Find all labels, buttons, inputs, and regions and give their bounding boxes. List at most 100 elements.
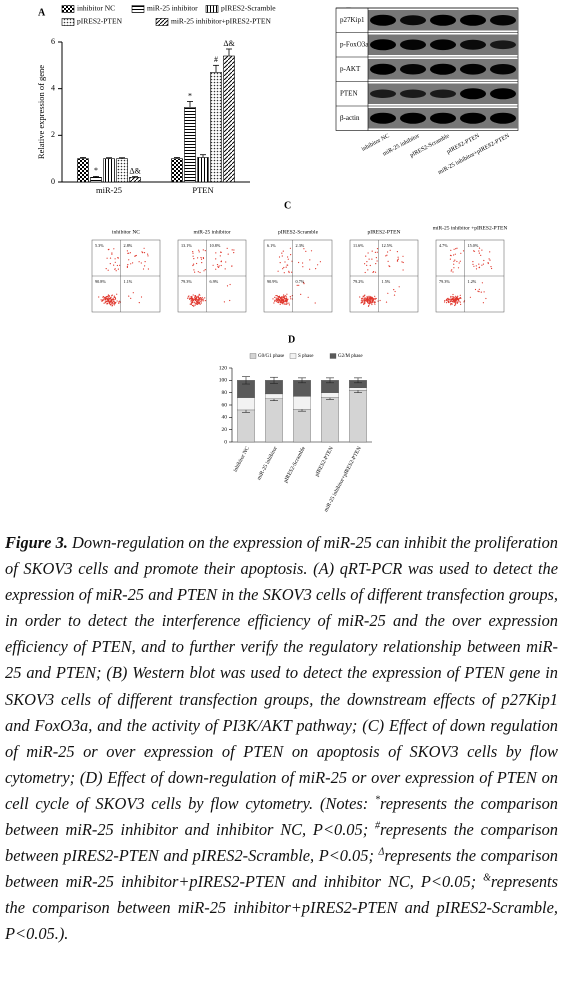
note-text: represents the comparison between miR-25… bbox=[5, 793, 559, 840]
event-dot bbox=[126, 266, 128, 268]
event-dot bbox=[452, 271, 454, 273]
event-dot bbox=[233, 252, 235, 254]
legend-swatch bbox=[329, 353, 337, 359]
quadrant-percent: 6.1% bbox=[267, 243, 276, 248]
event-dot bbox=[106, 297, 108, 299]
event-dot bbox=[189, 298, 191, 300]
quadrant-percent: 2.3% bbox=[296, 243, 305, 248]
event-dot bbox=[474, 288, 477, 291]
y-tick-label: 100 bbox=[219, 378, 228, 384]
event-dot bbox=[190, 297, 192, 300]
event-dot bbox=[200, 300, 202, 302]
event-dot bbox=[231, 249, 233, 251]
event-dot bbox=[112, 299, 114, 301]
event-dot bbox=[128, 252, 130, 254]
event-dot bbox=[105, 268, 107, 270]
event-dot bbox=[450, 295, 452, 298]
event-dot bbox=[454, 259, 456, 261]
event-dot bbox=[369, 264, 371, 267]
event-dot bbox=[280, 297, 282, 300]
event-dot bbox=[373, 302, 376, 304]
y-tick-label: 120 bbox=[219, 365, 228, 371]
event-dot bbox=[365, 298, 367, 300]
event-dot bbox=[143, 247, 145, 249]
event-dot bbox=[363, 301, 365, 303]
event-dot bbox=[111, 252, 113, 254]
event-dot bbox=[389, 249, 391, 251]
event-dot bbox=[277, 298, 279, 300]
event-dot bbox=[198, 293, 200, 295]
event-dot bbox=[490, 266, 492, 268]
event-dot bbox=[285, 299, 287, 301]
event-dot bbox=[113, 299, 115, 301]
event-dot bbox=[364, 299, 366, 301]
event-dot bbox=[284, 296, 286, 298]
event-dot bbox=[117, 268, 119, 270]
x-tick-label: pIRES2-Scramble bbox=[283, 445, 307, 484]
y-tick-label: 0 bbox=[224, 439, 227, 445]
event-dot bbox=[187, 297, 189, 299]
event-dot bbox=[483, 291, 485, 293]
error-bar bbox=[298, 377, 306, 384]
event-dot bbox=[142, 252, 144, 254]
legend-swatch bbox=[61, 18, 75, 26]
event-dot bbox=[456, 247, 458, 249]
event-dot bbox=[453, 248, 455, 250]
event-dot bbox=[275, 297, 277, 299]
quadrant-percent: 12.5% bbox=[382, 243, 393, 248]
event-dot bbox=[368, 301, 370, 303]
x-tick-label: miR-25 inhibitor bbox=[256, 446, 279, 482]
event-dot bbox=[282, 296, 284, 298]
event-dot bbox=[200, 302, 202, 304]
y-tick-label: 6 bbox=[51, 37, 55, 46]
event-dot bbox=[276, 301, 278, 303]
bar-segment bbox=[293, 396, 311, 410]
legend-label: miR-25 inhibitor bbox=[147, 4, 198, 13]
event-dot bbox=[284, 261, 286, 263]
legend-swatch bbox=[131, 5, 145, 13]
event-dot bbox=[374, 271, 377, 273]
event-dot bbox=[282, 268, 284, 270]
event-dot bbox=[276, 295, 278, 297]
event-dot bbox=[110, 301, 113, 303]
event-dot bbox=[277, 270, 279, 272]
event-dot bbox=[481, 264, 483, 266]
event-dot bbox=[199, 303, 201, 305]
bar-segment bbox=[265, 398, 283, 443]
event-dot bbox=[458, 300, 460, 302]
quadrant-percent: 10.8% bbox=[210, 243, 221, 248]
event-dot bbox=[365, 255, 367, 257]
event-dot bbox=[114, 261, 116, 263]
event-dot bbox=[100, 299, 102, 301]
event-dot bbox=[364, 271, 366, 274]
event-dot bbox=[132, 292, 134, 294]
event-dot bbox=[204, 297, 206, 299]
event-dot bbox=[203, 300, 205, 302]
event-dot bbox=[220, 264, 222, 267]
event-dot bbox=[286, 299, 288, 301]
protein-band bbox=[460, 63, 486, 75]
event-dot bbox=[114, 268, 116, 270]
event-dot bbox=[220, 261, 222, 263]
y-tick-label: 80 bbox=[222, 390, 228, 396]
event-dot bbox=[220, 251, 222, 253]
event-dot bbox=[379, 299, 381, 302]
event-dot bbox=[482, 302, 484, 304]
event-dot bbox=[285, 298, 288, 300]
event-dot bbox=[194, 304, 196, 306]
event-dot bbox=[98, 296, 100, 298]
event-dot bbox=[447, 297, 449, 299]
event-dot bbox=[475, 265, 477, 267]
event-dot bbox=[113, 295, 115, 297]
event-dot bbox=[450, 249, 452, 251]
significance-mark: * bbox=[94, 166, 98, 175]
bar bbox=[210, 72, 222, 183]
event-dot bbox=[394, 290, 396, 293]
event-dot bbox=[109, 257, 112, 259]
event-dot bbox=[194, 271, 196, 273]
protein-band bbox=[430, 39, 456, 51]
event-dot bbox=[281, 255, 283, 257]
event-dot bbox=[109, 300, 111, 302]
event-dot bbox=[132, 262, 134, 264]
event-dot bbox=[215, 268, 217, 270]
